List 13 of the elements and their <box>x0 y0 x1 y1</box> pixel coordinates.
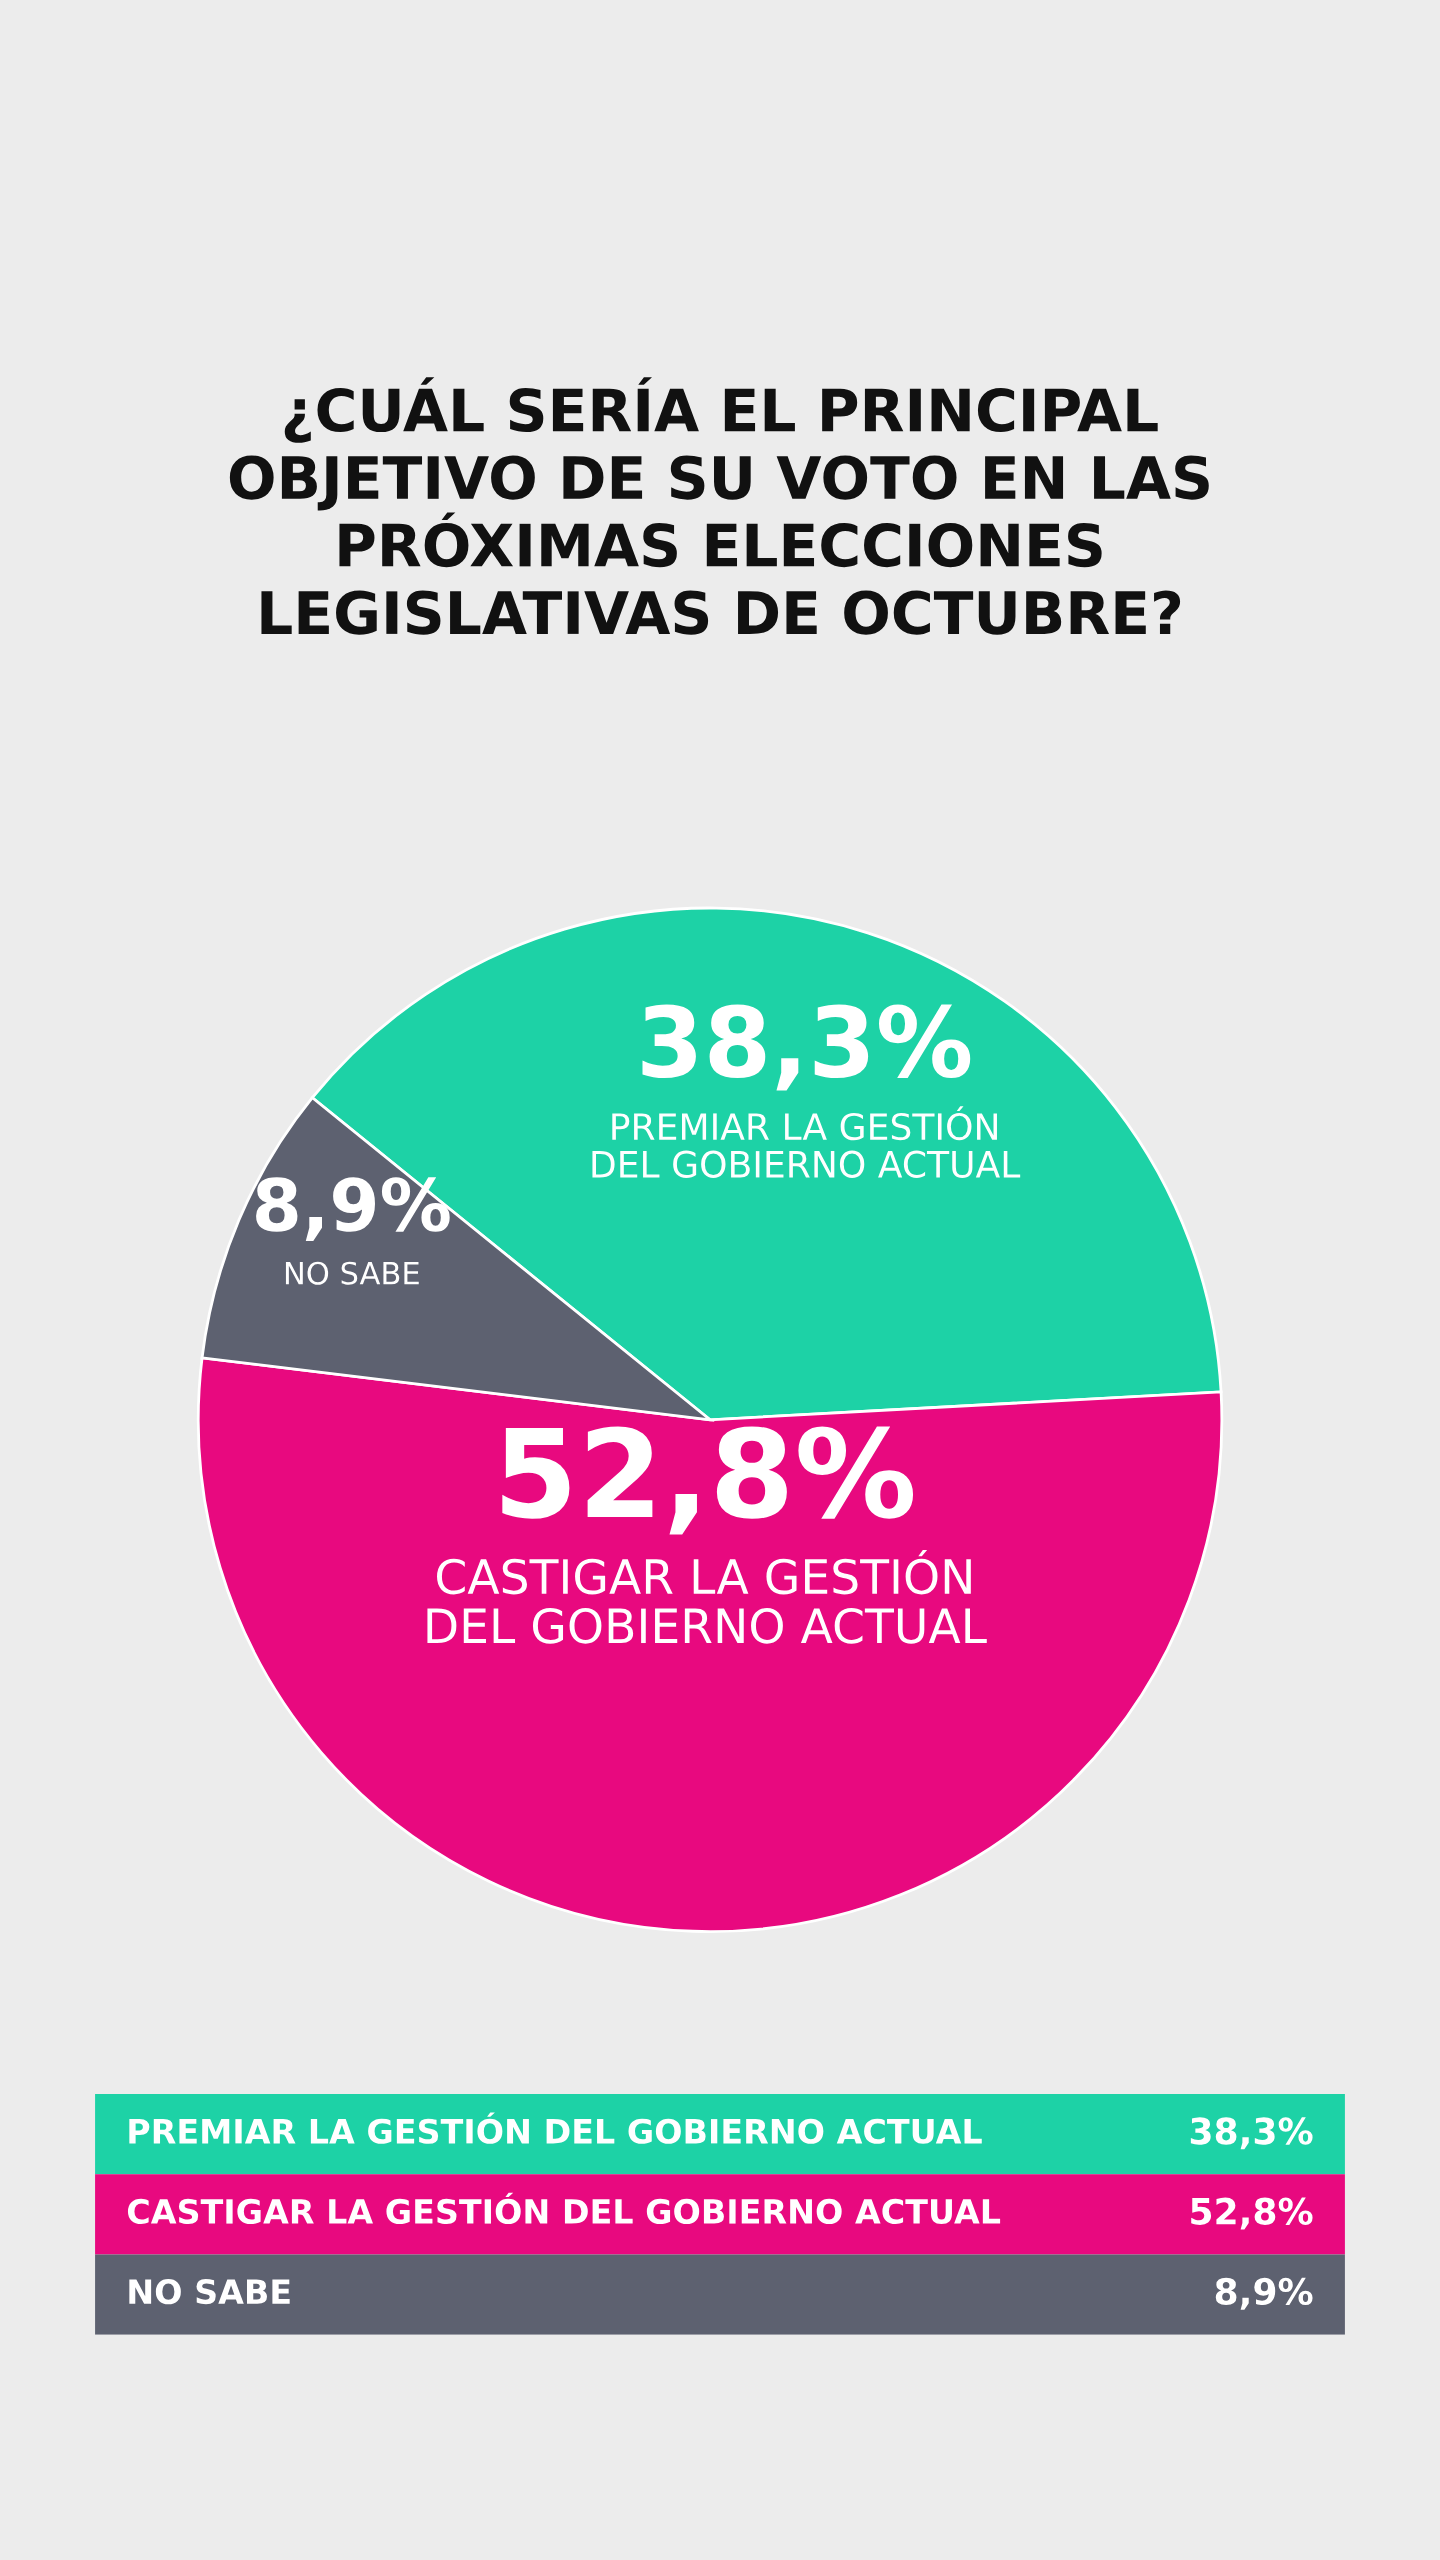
text: 8,9% <box>1215 2277 1313 2310</box>
text: 52,8% <box>1191 2197 1313 2230</box>
chart-title: ¿CUÁL SERÍA EL PRINCIPAL OBJETIVO DE SU VOTO EN LAS PRÓXIMAS ELECCIONES LEGISLATIVAS DE OCTUBRE? <box>229 377 1209 635</box>
slice-label: CASTIGAR LA GESTIÓN DEL GOBIERNO ACTUAL <box>127 2192 1001 2225</box>
slice-label: CASTIGAR LA GESTIÓN DEL GOBIERNO ACTUAL <box>427 1550 987 1644</box>
data-label: 8,9% <box>256 1177 450 1242</box>
category-label: NO SABE <box>129 2279 290 2305</box>
slice-label: NO SABE <box>285 1261 419 1285</box>
data-label: 38,3% <box>642 1004 971 1091</box>
text: 38,3% <box>1190 2117 1313 2150</box>
data-label: 52,8% <box>502 1426 914 1535</box>
category-label: PREMIAR LA GESTIÓN DEL GOBIERNO ACTUAL <box>129 2112 982 2144</box>
slice-label: PREMIAR LA GESTIÓN DEL GOBIERNO ACTUAL <box>592 1106 1021 1178</box>
